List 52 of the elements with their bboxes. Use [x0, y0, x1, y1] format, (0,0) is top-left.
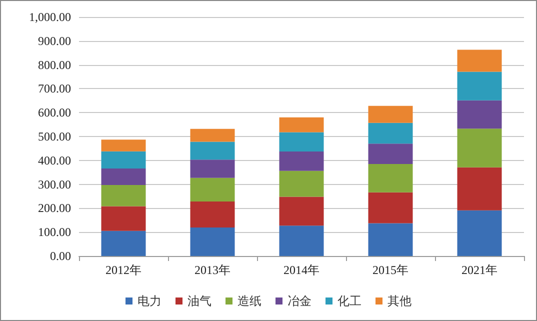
- bar: [457, 50, 502, 72]
- bar: [368, 164, 413, 192]
- bar: [457, 167, 502, 210]
- legend-label: 造纸: [238, 294, 262, 308]
- x-tick-label: 2013年: [194, 263, 230, 277]
- bar: [101, 140, 146, 152]
- bar: [190, 160, 235, 178]
- y-tick-label: 600.00: [38, 106, 71, 120]
- bar: [279, 196, 324, 226]
- bar: [368, 144, 413, 164]
- bar: [279, 117, 324, 132]
- bar: [368, 192, 413, 224]
- bar: [190, 128, 235, 142]
- x-tick-label: 2015年: [372, 263, 408, 277]
- y-tick-label: 100.00: [38, 225, 71, 240]
- legend-label: 电力: [138, 294, 162, 308]
- bar: [101, 206, 146, 231]
- bar: [101, 185, 146, 206]
- x-tick-label: 2021年: [462, 263, 498, 277]
- legend-label: 其他: [388, 294, 412, 308]
- y-tick-label: 700.00: [38, 82, 71, 96]
- bar: [457, 128, 502, 168]
- bar: [457, 72, 502, 100]
- bar: [457, 100, 502, 129]
- bar: [190, 142, 235, 160]
- y-tick-label: 200.00: [38, 201, 71, 216]
- bar: [368, 122, 413, 144]
- bar: [101, 230, 146, 256]
- y-tick-label: 900.00: [38, 34, 71, 48]
- y-tick-label: 800.00: [38, 58, 71, 72]
- bar: [190, 228, 235, 256]
- bar: [279, 170, 324, 197]
- x-tick-label: 2012年: [106, 263, 142, 277]
- y-tick-label: 400.00: [38, 153, 71, 168]
- bar: [457, 210, 502, 256]
- bar: [190, 178, 235, 202]
- legend-label: 油气: [188, 294, 212, 308]
- y-tick-label: 1,000.00: [29, 10, 71, 24]
- bar: [279, 132, 324, 152]
- bar: [368, 106, 413, 123]
- bar: [279, 152, 324, 171]
- bar: [101, 151, 146, 169]
- bar: [279, 226, 324, 256]
- x-tick-label: 2014年: [284, 263, 320, 277]
- bar: [101, 168, 146, 186]
- bar: [368, 223, 413, 256]
- legend-label: 化工: [338, 294, 362, 308]
- legend-label: 冶金: [288, 294, 312, 308]
- y-tick-label: 0.00: [50, 249, 71, 263]
- y-tick-label: 300.00: [38, 177, 71, 192]
- bar: [190, 202, 235, 228]
- y-tick-label: 500.00: [38, 130, 71, 144]
